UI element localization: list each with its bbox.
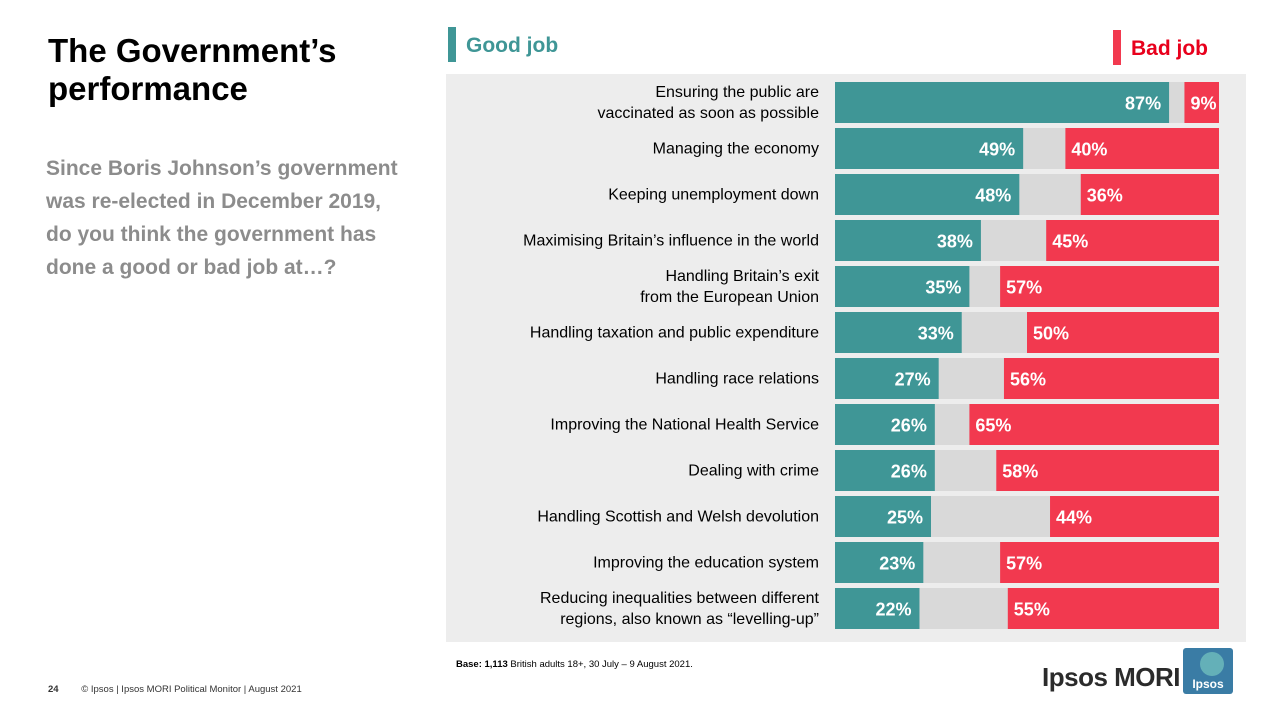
category-label-line: Improving the education system <box>593 555 819 572</box>
good-job-value-label: 49% <box>979 140 1015 160</box>
bad-job-bar <box>1050 496 1219 537</box>
bad-job-value-label: 57% <box>1006 278 1042 298</box>
survey-question: Since Boris Johnson’s government was re-… <box>46 157 398 279</box>
good-job-value-label: 38% <box>937 232 973 252</box>
bad-job-bar <box>1046 220 1219 261</box>
page-number: 24 <box>48 684 59 695</box>
good-job-bar <box>835 404 935 445</box>
bad-job-value-label: 36% <box>1087 186 1123 206</box>
ipsos-logo-icon: Ipsos <box>1183 648 1233 694</box>
category-label-line: Dealing with crime <box>688 463 819 480</box>
good-job-bar <box>835 174 1020 215</box>
bad-job-value-label: 57% <box>1006 554 1042 574</box>
bad-job-value-label: 55% <box>1014 600 1050 620</box>
performance-bar-chart: 87% 9% Ensuring the public are vaccinated a… <box>523 82 1219 629</box>
good-job-bar <box>835 542 924 583</box>
good-job-bar <box>835 496 931 537</box>
base-note-bold: Base: 1,113 <box>456 659 508 670</box>
good-job-value-label: 25% <box>887 508 923 528</box>
bad-job-value-label: 45% <box>1052 232 1088 252</box>
bad-job-bar <box>1027 312 1219 353</box>
good-job-value-label: 33% <box>918 324 954 344</box>
category-label-line: vaccinated as soon as possible <box>598 105 820 122</box>
category-label: Handling Scottish and Welsh devolution <box>537 509 819 526</box>
good-job-value-label: 23% <box>879 554 915 574</box>
bad-job-bar <box>1065 128 1219 169</box>
category-label-line: regions, also known as “levelling-up” <box>560 611 819 628</box>
ipsos-logo-shape <box>1200 652 1224 676</box>
category-label: Managing the economy <box>653 141 819 158</box>
bad-job-bar <box>1000 542 1219 583</box>
good-job-bar <box>835 358 939 399</box>
bad-job-value-label: 65% <box>975 416 1011 436</box>
bad-job-bar <box>1007 588 1219 629</box>
category-label-line: Reducing inequalities between different <box>540 590 820 607</box>
category-label: Dealing with crime <box>688 463 819 480</box>
category-label-line: Managing the economy <box>653 141 819 158</box>
bad-job-value-label: 58% <box>1002 462 1038 482</box>
bad-job-bar <box>969 404 1219 445</box>
bad-job-value-label: 44% <box>1056 508 1092 528</box>
category-label: Maximising Britain’s influence in the wo… <box>523 233 819 250</box>
good-job-bar <box>835 312 962 353</box>
category-label-line: Handling race relations <box>655 371 819 388</box>
good-job-bar <box>835 588 920 629</box>
bad-job-bar <box>996 450 1219 491</box>
good-job-value-label: 26% <box>891 416 927 436</box>
category-label-line: Keeping unemployment down <box>608 187 819 204</box>
bad-job-value-label: 56% <box>1010 370 1046 390</box>
ipsos-mori-logo-text: Ipsos MORI <box>1042 662 1181 692</box>
bad-job-value-label: 9% <box>1190 94 1216 114</box>
good-job-bar <box>835 220 981 261</box>
good-job-value-label: 87% <box>1125 94 1161 114</box>
category-label-line: Improving the National Health Service <box>550 417 819 434</box>
category-label: Handling race relations <box>655 371 819 388</box>
bad-job-legend-marker <box>1113 30 1121 65</box>
category-label-line: Ensuring the public are <box>655 84 819 101</box>
category-label: Reducing inequalities between different r… <box>540 590 820 628</box>
category-label: Keeping unemployment down <box>608 187 819 204</box>
ipsos-logo-box-text: Ipsos <box>1192 677 1224 691</box>
good-job-bar <box>835 128 1024 169</box>
category-label-line: Handling Scottish and Welsh devolution <box>537 509 819 526</box>
good-job-bar <box>835 450 935 491</box>
category-label: Improving the National Health Service <box>550 417 819 434</box>
category-label: Handling taxation and public expenditure <box>530 325 819 342</box>
base-note: Base: 1,113 British adults 18+, 30 July … <box>456 659 693 670</box>
chart-panel: 87% 9% Ensuring the public are vaccinated a… <box>446 74 1246 642</box>
bad-job-value-label: 50% <box>1033 324 1069 344</box>
good-job-legend-label: Good job <box>466 34 559 57</box>
bad-job-bar <box>1184 82 1219 123</box>
bad-job-bar <box>1000 266 1219 307</box>
good-job-value-label: 48% <box>975 186 1011 206</box>
category-label-line: from the European Union <box>640 289 819 306</box>
good-job-value-label: 26% <box>891 462 927 482</box>
bad-job-value-label: 40% <box>1071 140 1107 160</box>
good-job-bar <box>835 82 1170 123</box>
bad-job-legend-label: Bad job <box>1131 37 1208 60</box>
footer: 24 © Ipsos | Ipsos MORI Political Monito… <box>48 684 302 695</box>
category-label-line: Handling Britain’s exit <box>665 268 819 285</box>
category-label-line: Maximising Britain’s influence in the wo… <box>523 233 819 250</box>
footer-copyright: © Ipsos | Ipsos MORI Political Monitor |… <box>81 684 302 695</box>
good-job-legend-marker <box>448 27 456 62</box>
bad-job-bar <box>1003 358 1219 399</box>
base-note-rest: British adults 18+, 30 July – 9 August 2… <box>507 659 693 670</box>
good-job-value-label: 27% <box>895 370 931 390</box>
category-label: Handling Britain’s exit from the European… <box>640 268 819 306</box>
category-label-line: Handling taxation and public expenditure <box>530 325 819 342</box>
good-job-value-label: 35% <box>925 278 961 298</box>
good-job-bar <box>835 266 970 307</box>
category-label: Improving the education system <box>593 555 819 572</box>
bad-job-bar <box>1080 174 1219 215</box>
category-label: Ensuring the public are vaccinated as soo… <box>598 84 820 122</box>
good-job-value-label: 22% <box>875 600 911 620</box>
slide-title: The Government’s performance <box>48 32 337 107</box>
